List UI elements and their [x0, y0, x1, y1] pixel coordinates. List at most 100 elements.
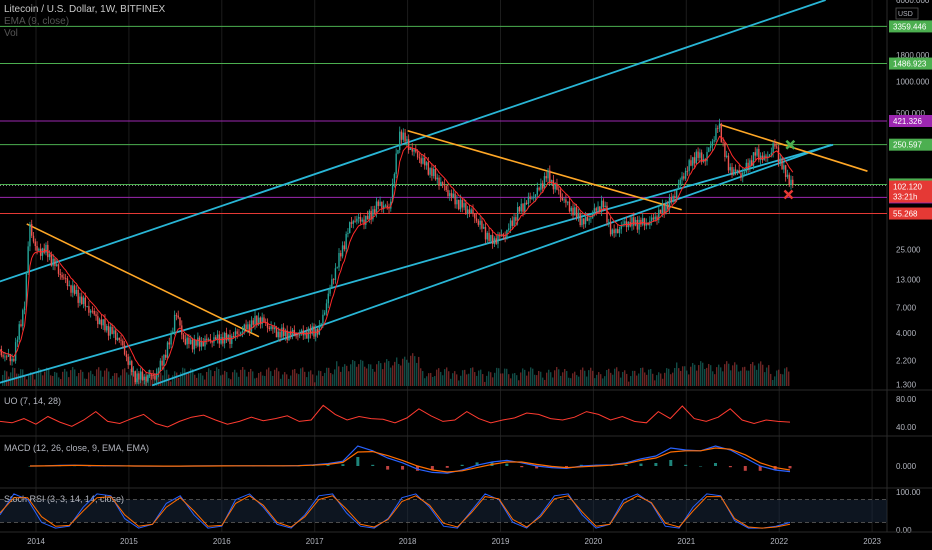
- candle-body: [491, 234, 494, 245]
- candle-body: [120, 339, 122, 341]
- volume-bar: [448, 371, 450, 386]
- volume-bar: [308, 371, 310, 386]
- candle-body: [774, 143, 776, 147]
- volume-bar: [180, 372, 182, 386]
- candle-body: [118, 337, 120, 340]
- candle-body: [173, 314, 176, 332]
- candle-body: [543, 176, 546, 189]
- volume-bar: [508, 374, 510, 386]
- candle-body: [729, 167, 731, 171]
- candle-body: [633, 217, 635, 226]
- volume-bar: [120, 375, 122, 386]
- candle-body: [434, 169, 437, 180]
- candle-body: [711, 141, 714, 147]
- symbol-title[interactable]: Litecoin / U.S. Dollar, 1W, BITFINEX: [4, 4, 166, 15]
- candle-body: [61, 274, 63, 278]
- candle-body: [286, 330, 288, 341]
- volume-bar: [780, 373, 782, 386]
- price-axis-tick: 500.000: [896, 109, 925, 118]
- candle-body: [272, 326, 274, 330]
- candle-body: [268, 327, 271, 329]
- volume-bar: [96, 369, 98, 386]
- volume-bar: [712, 371, 714, 386]
- candle-body: [758, 148, 760, 160]
- candle-body: [165, 354, 167, 358]
- candle-body: [136, 373, 138, 383]
- volume-bar: [782, 374, 784, 386]
- volume-bar: [124, 368, 126, 386]
- volume-bar: [350, 364, 352, 386]
- volume-bar: [784, 368, 786, 386]
- volume-bar: [410, 355, 412, 386]
- volume-bar: [434, 376, 436, 386]
- volume-bar: [114, 373, 116, 386]
- candle-body: [606, 205, 608, 223]
- volume-bar: [334, 369, 336, 386]
- volume-bar: [632, 370, 634, 386]
- volume-bar: [722, 371, 724, 386]
- volume-bar: [116, 373, 118, 386]
- candle-body: [652, 217, 655, 220]
- macd-histogram-bar: [371, 464, 375, 466]
- volume-bar: [586, 376, 588, 386]
- volume-bar: [658, 372, 660, 386]
- candle-body: [372, 209, 374, 220]
- candle-body: [13, 358, 15, 361]
- volume-bar: [710, 365, 712, 386]
- volume-indicator-label[interactable]: Vol: [4, 28, 18, 39]
- candle-body: [688, 160, 690, 172]
- candle-body: [370, 210, 372, 220]
- volume-bar: [166, 369, 168, 386]
- volume-bar: [708, 363, 710, 386]
- volume-bar: [652, 373, 654, 386]
- volume-bar: [754, 365, 756, 386]
- candle-body: [139, 371, 142, 380]
- candle-body: [504, 236, 506, 238]
- volume-bar: [686, 370, 688, 386]
- volume-bar: [358, 364, 360, 386]
- candle-body: [82, 297, 85, 305]
- volume-bar: [78, 372, 80, 386]
- candle-body: [768, 154, 771, 157]
- volume-bar: [404, 356, 406, 386]
- candle-body: [38, 248, 40, 251]
- volume-bar: [654, 380, 656, 386]
- candle-body: [565, 199, 567, 203]
- volume-bar: [726, 361, 728, 386]
- candle-body: [620, 225, 622, 230]
- volume-bar: [196, 377, 198, 386]
- candle-body: [322, 314, 324, 324]
- volume-bar: [694, 364, 696, 386]
- candle-body: [659, 209, 662, 213]
- candle-body: [566, 201, 569, 203]
- uo-axis-tick: 40.00: [896, 423, 917, 432]
- candle-body: [536, 187, 539, 195]
- candle-body: [516, 207, 519, 221]
- volume-bar: [244, 369, 246, 386]
- volume-bar: [30, 372, 32, 386]
- candle-body: [191, 339, 194, 350]
- ema-indicator-label[interactable]: EMA (9, close): [4, 16, 70, 27]
- level-badge-label: 250.597: [893, 141, 922, 150]
- volume-bar: [326, 367, 328, 386]
- candle-body: [709, 146, 712, 148]
- volume-bar: [670, 374, 672, 386]
- volume-bar: [340, 371, 342, 386]
- candle-body: [479, 220, 481, 225]
- volume-bar: [318, 370, 320, 386]
- candle-body: [20, 324, 22, 327]
- volume-bar: [62, 371, 64, 386]
- signal-line: [29, 447, 791, 473]
- candle-body: [577, 213, 580, 218]
- volume-bar: [452, 373, 454, 386]
- candle-body: [243, 324, 246, 332]
- candle-body: [575, 207, 578, 218]
- macd-histogram-bar: [788, 466, 792, 469]
- volume-bar: [482, 374, 484, 386]
- macd-title: MACD (12, 26, close, 9, EMA, EMA): [4, 443, 149, 453]
- volume-bar: [74, 369, 76, 386]
- volume-bar: [270, 371, 272, 386]
- volume-bar: [414, 356, 416, 386]
